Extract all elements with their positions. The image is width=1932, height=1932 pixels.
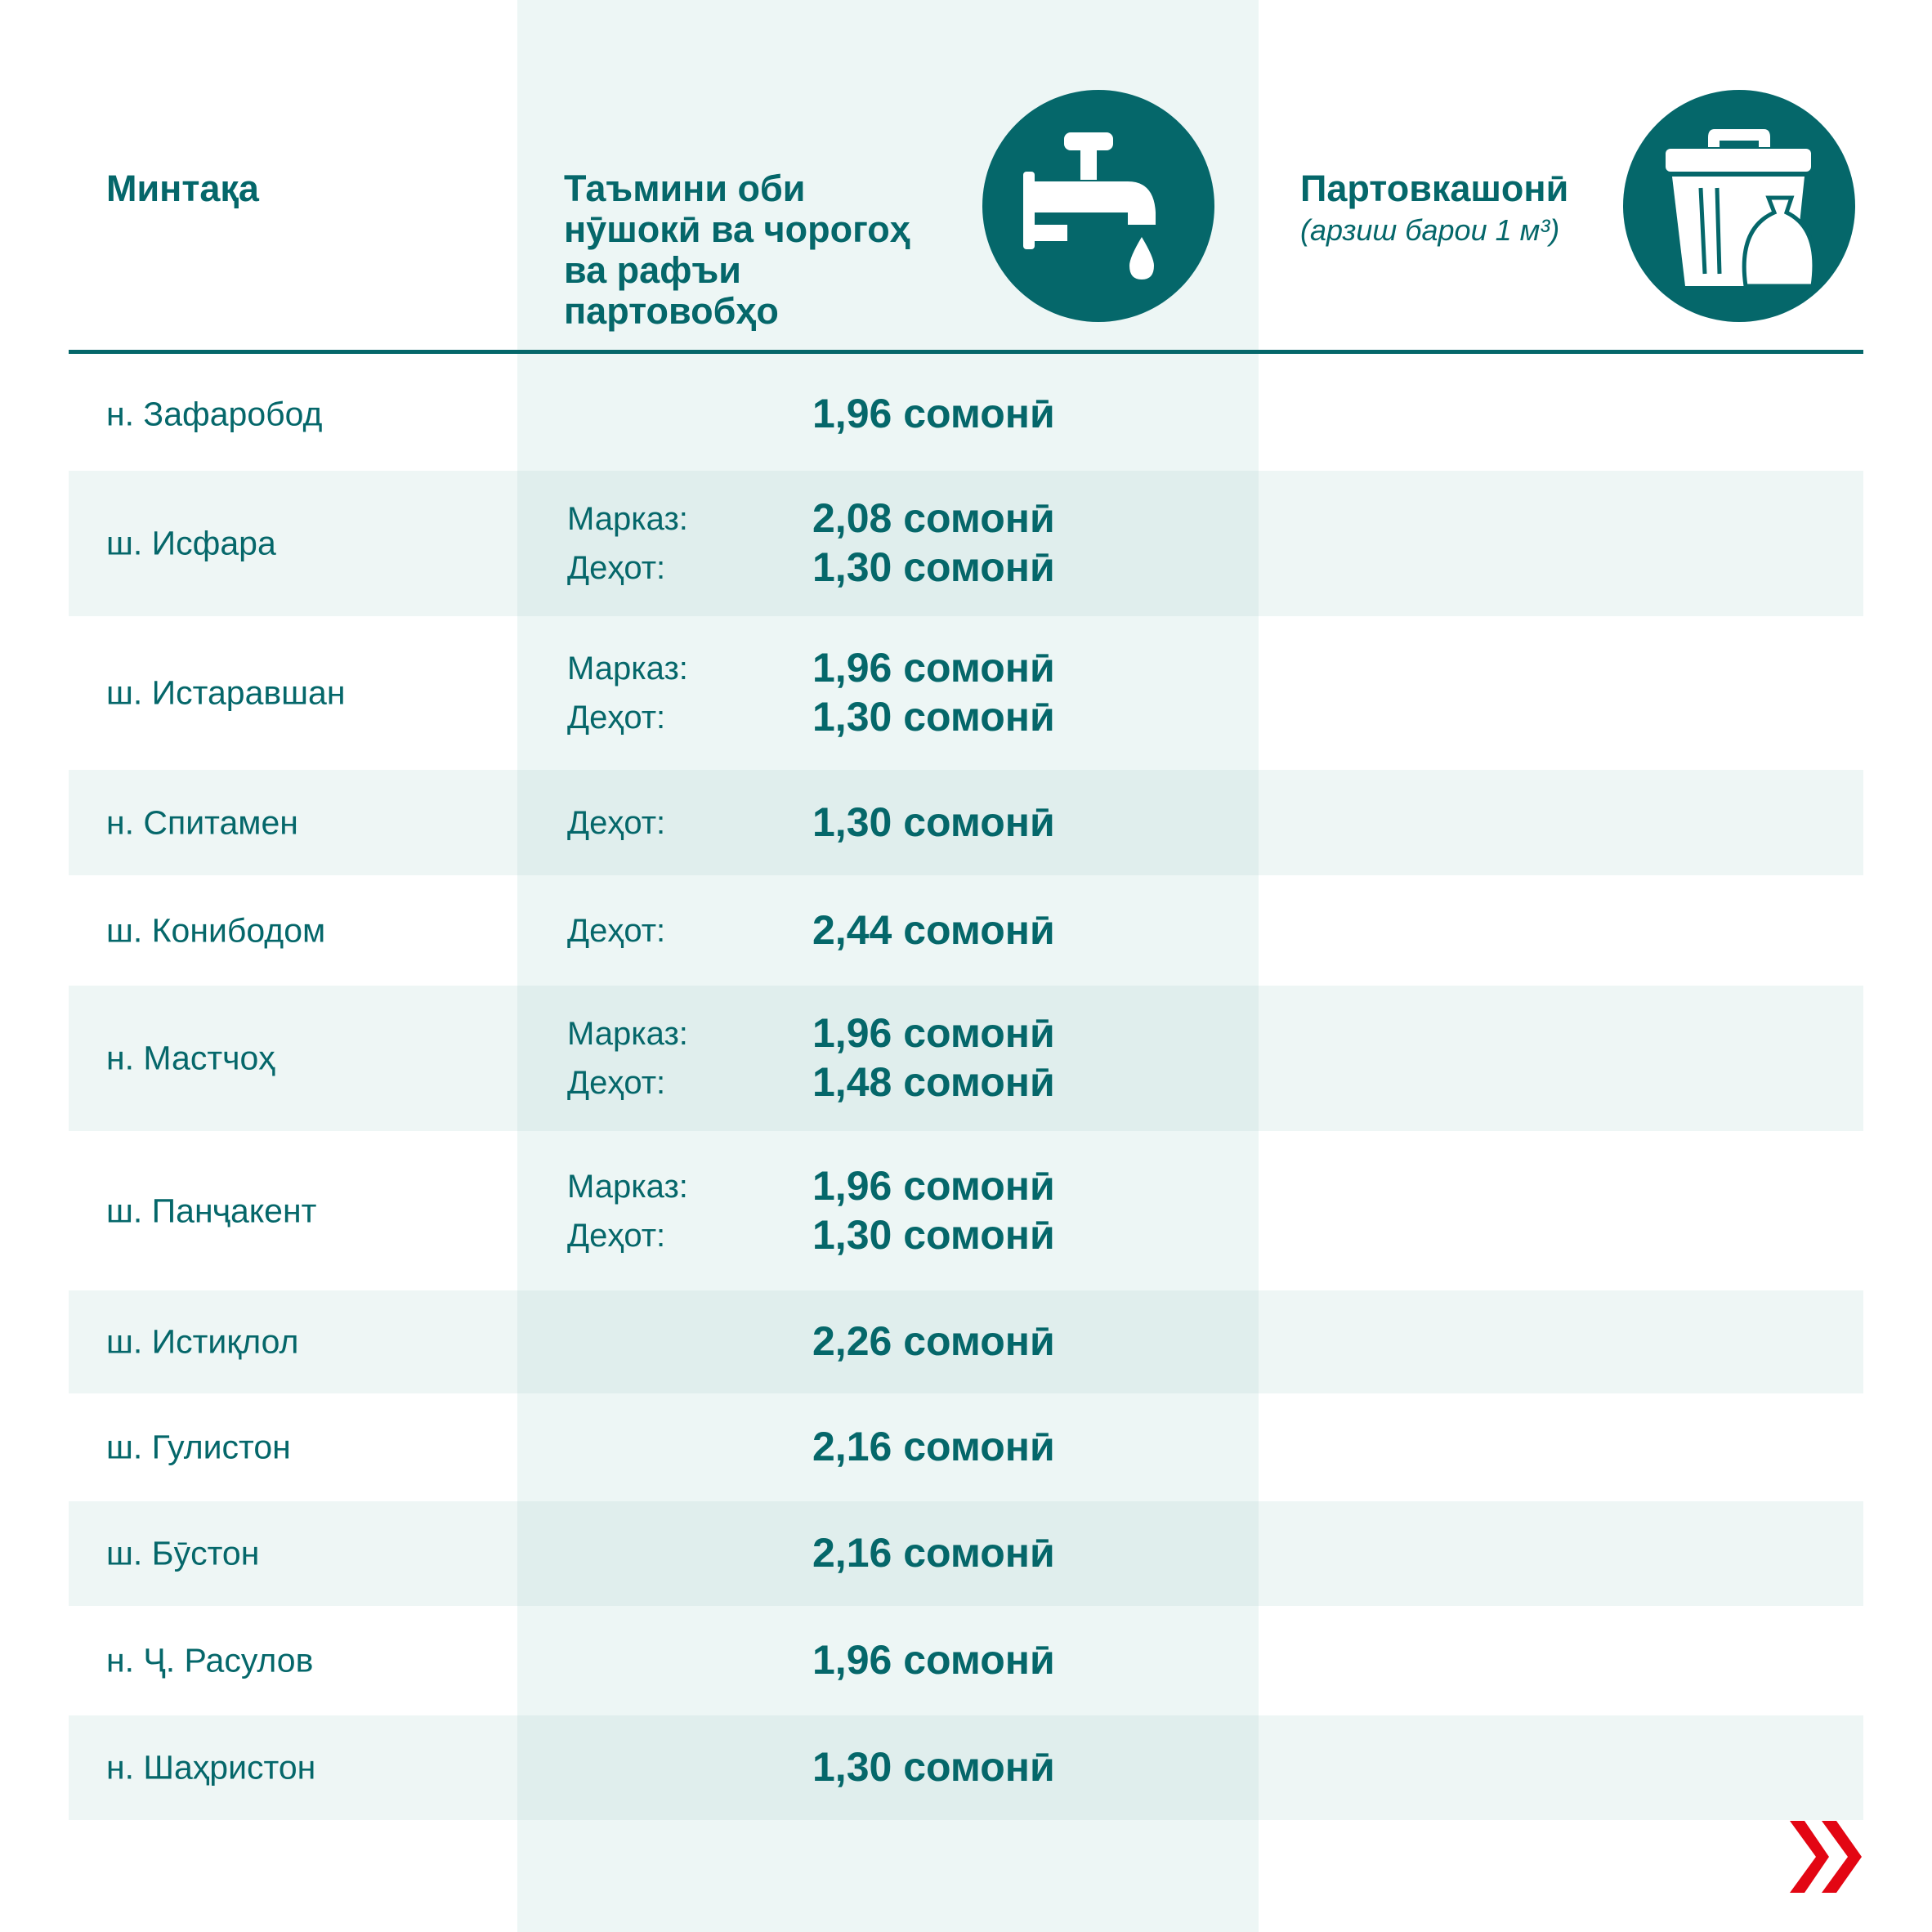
tariff-label: Деҳот: — [567, 1065, 666, 1101]
row-water-cell-bg — [517, 986, 1259, 1131]
tariff-value: 1,30 сомонӣ — [812, 544, 1055, 590]
tariff-line: Марказ: 1,96 сомонӣ — [69, 1009, 1863, 1058]
header-divider — [69, 350, 1863, 354]
tariff-line: Деҳот: 1,48 сомонӣ — [69, 1058, 1863, 1107]
region-name: ш. Конибодом — [106, 911, 326, 949]
tariff-lines: 1,96 сомонӣ — [69, 1636, 1863, 1685]
tariff-lines: Марказ: 2,08 сомонӣ Деҳот: 1,30 сомонӣ — [69, 494, 1863, 593]
tariff-line: Марказ: 1,96 сомонӣ — [69, 644, 1863, 693]
table-row: н. Мастчоҳ Марказ: 1,96 сомонӣ Деҳот: 1,48 с… — [69, 986, 1863, 1131]
region-name: ш. Истаравшан — [106, 673, 346, 712]
next-arrow-icon[interactable] — [1790, 1821, 1865, 1898]
region-name: ш. Истиқлол — [106, 1322, 299, 1361]
table-row: ш. Гулистон 2,16 сомонӣ — [69, 1393, 1863, 1501]
tariff-value: 1,96 сомонӣ — [812, 1010, 1055, 1056]
header-water-line: ва рафъи — [564, 249, 741, 291]
tariff-line: Деҳот: 1,30 сомонӣ — [69, 798, 1863, 847]
tariff-line: 1,96 сомонӣ — [69, 390, 1863, 439]
tariff-line: Марказ: 1,96 сомонӣ — [69, 1162, 1863, 1211]
row-water-cell-bg — [517, 1290, 1259, 1393]
region-name: ш. Исфара — [106, 524, 276, 562]
table-row: н. Ҷ. Расулов 1,96 сомонӣ — [69, 1606, 1863, 1715]
tariff-line: 2,16 сомонӣ — [69, 1423, 1863, 1472]
tariff-value: 1,30 сомонӣ — [812, 1211, 1055, 1258]
table-row: н. Шаҳристон 1,30 сомонӣ — [69, 1715, 1863, 1820]
region-name: ш. Панҷакент — [106, 1192, 317, 1229]
tariff-value: 2,16 сомонӣ — [812, 1424, 1055, 1469]
tariff-label: Марказ: — [567, 1016, 688, 1052]
row-water-cell-bg — [517, 770, 1259, 875]
tariff-value: 1,30 сомонӣ — [812, 798, 1055, 845]
region-name: н. Спитамен — [106, 803, 298, 841]
header-water: Таъмини оби нӯшокӣ ва чорогоҳ ва рафъи п… — [564, 168, 910, 332]
tariff-value: 1,48 сомонӣ — [812, 1059, 1055, 1105]
region-name: н. Мастчоҳ — [106, 1039, 275, 1077]
region-name: ш. Бӯстон — [106, 1534, 260, 1572]
tariff-value: 1,96 сомонӣ — [812, 1637, 1055, 1683]
tariff-label: Деҳот: — [567, 550, 666, 586]
tariff-value: 1,96 сомонӣ — [812, 1162, 1055, 1209]
tariff-label: Марказ: — [567, 651, 688, 686]
tariff-lines: Марказ: 1,96 сомонӣ Деҳот: 1,48 сомонӣ — [69, 1009, 1863, 1107]
tariff-value: 2,44 сомонӣ — [812, 906, 1055, 953]
row-water-cell-bg — [517, 1715, 1259, 1820]
tariff-line: Деҳот: 2,44 сомонӣ — [69, 906, 1863, 955]
header-region: Минтақа — [106, 168, 259, 209]
row-water-cell-bg — [517, 471, 1259, 616]
table-row: ш. Исфара Марказ: 2,08 сомонӣ Деҳот: 1,30 со… — [69, 471, 1863, 616]
tariff-line: 2,26 сомонӣ — [69, 1317, 1863, 1366]
table-row: ш. Истаравшан Марказ: 1,96 сомонӣ Деҳот: 1,3… — [69, 616, 1863, 770]
tariff-lines: 2,16 сомонӣ — [69, 1529, 1863, 1578]
tariff-value: 2,16 сомонӣ — [812, 1530, 1055, 1576]
tariff-label: Марказ: — [567, 1168, 688, 1205]
water-column-background — [517, 0, 1259, 1932]
tariff-value: 2,08 сомонӣ — [812, 495, 1055, 541]
tariff-label: Деҳот: — [567, 700, 666, 736]
table-row: ш. Бӯстон 2,16 сомонӣ — [69, 1501, 1863, 1606]
tariff-line: Марказ: 2,08 сомонӣ — [69, 494, 1863, 543]
tariff-line: 2,16 сомонӣ — [69, 1529, 1863, 1578]
tariff-value: 1,30 сомонӣ — [812, 1744, 1055, 1790]
tariff-lines: 2,16 сомонӣ — [69, 1423, 1863, 1472]
tariff-lines: 1,30 сомонӣ — [69, 1743, 1863, 1792]
tariff-lines: Деҳот: 1,30 сомонӣ — [69, 798, 1863, 847]
tariff-lines: Марказ: 1,96 сомонӣ Деҳот: 1,30 сомонӣ — [69, 644, 1863, 742]
tariff-line: Деҳот: 1,30 сомонӣ — [69, 1211, 1863, 1260]
water-tap-icon — [982, 90, 1214, 322]
table-row: н. Зафаробод 1,96 сомонӣ — [69, 357, 1863, 471]
table-row: ш. Истиқлол 2,26 сомонӣ — [69, 1290, 1863, 1393]
header-water-line: партовобҳо — [564, 290, 779, 332]
tariff-lines: 1,96 сомонӣ — [69, 390, 1863, 439]
tariff-value: 1,96 сомонӣ — [812, 390, 1055, 436]
header-water-line: нӯшокӣ ва чорогоҳ — [564, 208, 910, 250]
tariff-line: 1,96 сомонӣ — [69, 1636, 1863, 1685]
tariff-label: Деҳот: — [567, 912, 666, 949]
tariff-value: 2,26 сомонӣ — [812, 1318, 1055, 1364]
table-row: ш. Панҷакент Марказ: 1,96 сомонӣ Деҳот: 1,30… — [69, 1131, 1863, 1290]
tariff-label: Деҳот: — [567, 804, 666, 841]
tariff-line: 1,30 сомонӣ — [69, 1743, 1863, 1792]
tariff-label: Деҳот: — [567, 1217, 666, 1254]
tariff-line: Деҳот: 1,30 сомонӣ — [69, 693, 1863, 742]
region-name: н. Ҷ. Расулов — [106, 1641, 314, 1679]
tariff-lines: Марказ: 1,96 сомонӣ Деҳот: 1,30 сомонӣ — [69, 1162, 1863, 1260]
trash-bin-icon — [1623, 90, 1855, 322]
tariff-line: Деҳот: 1,30 сомонӣ — [69, 543, 1863, 593]
region-name: н. Зафаробод — [106, 395, 323, 432]
header-water-line: Таъмини оби — [564, 168, 806, 209]
tariff-value: 1,30 сомонӣ — [812, 694, 1055, 740]
tariff-lines: Деҳот: 2,44 сомонӣ — [69, 906, 1863, 955]
table-row: н. Спитамен Деҳот: 1,30 сомонӣ — [69, 770, 1863, 875]
tariff-value: 1,96 сомонӣ — [812, 645, 1055, 691]
tariff-label: Марказ: — [567, 501, 688, 537]
region-name: н. Шаҳристон — [106, 1748, 316, 1787]
header-waste-subtitle: (арзиш барои 1 м³) — [1300, 213, 1560, 247]
table-row: ш. Конибодом Деҳот: 2,44 сомонӣ — [69, 875, 1863, 986]
header-waste: Партовкашонӣ — [1300, 168, 1569, 209]
row-water-cell-bg — [517, 1501, 1259, 1606]
tariff-lines: 2,26 сомонӣ — [69, 1317, 1863, 1366]
region-name: ш. Гулистон — [106, 1428, 291, 1466]
